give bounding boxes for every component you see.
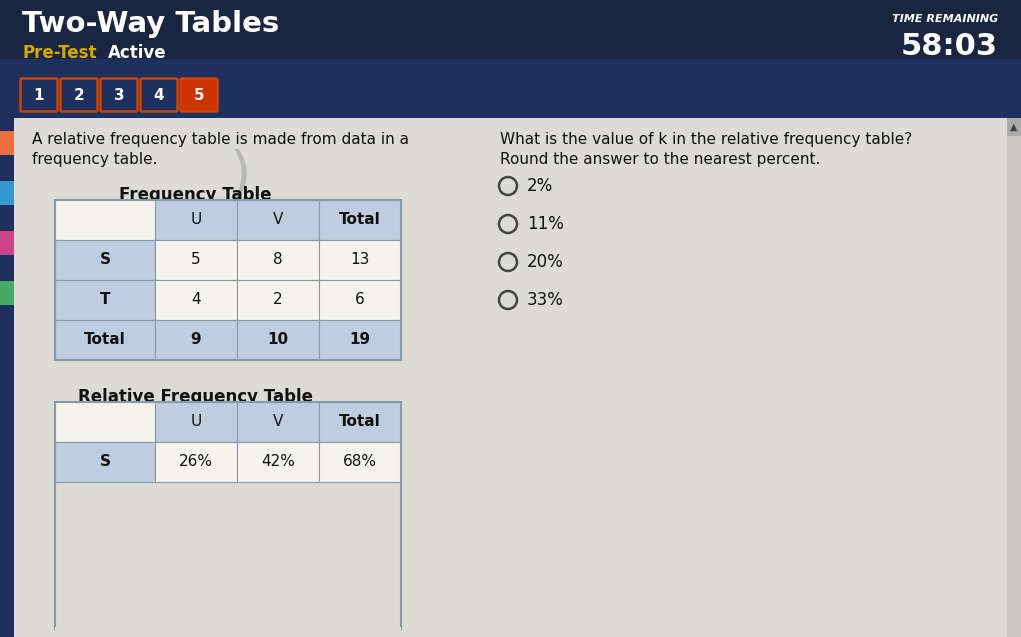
Text: V: V xyxy=(273,213,283,227)
Text: 20%: 20% xyxy=(527,253,564,271)
Bar xyxy=(237,442,319,482)
Text: Total: Total xyxy=(339,213,381,227)
Bar xyxy=(55,442,155,482)
Bar xyxy=(55,200,155,240)
Text: S: S xyxy=(99,455,110,469)
Text: V: V xyxy=(273,415,283,429)
Text: frequency table.: frequency table. xyxy=(32,152,157,167)
Text: 4: 4 xyxy=(154,87,164,103)
Text: 10: 10 xyxy=(268,333,289,348)
Bar xyxy=(1007,118,1021,637)
Text: T: T xyxy=(100,292,110,308)
Bar xyxy=(0,59,1021,118)
Bar xyxy=(319,240,401,280)
Bar xyxy=(237,402,319,442)
Text: 9: 9 xyxy=(191,333,201,348)
Bar xyxy=(155,240,237,280)
Bar xyxy=(155,402,237,442)
Bar xyxy=(237,200,319,240)
Bar xyxy=(237,240,319,280)
Bar xyxy=(319,402,401,442)
Text: S: S xyxy=(99,252,110,268)
Text: 11%: 11% xyxy=(527,215,564,233)
Text: 2: 2 xyxy=(74,87,85,103)
Text: TIME REMAINING: TIME REMAINING xyxy=(891,14,998,24)
Bar xyxy=(0,231,14,255)
Text: 4: 4 xyxy=(191,292,201,308)
Text: 68%: 68% xyxy=(343,455,377,469)
Text: Round the answer to the nearest percent.: Round the answer to the nearest percent. xyxy=(500,152,821,167)
Bar xyxy=(55,320,155,360)
Text: A relative frequency table is made from data in a: A relative frequency table is made from … xyxy=(32,132,409,147)
Text: 13: 13 xyxy=(350,252,370,268)
Text: 6: 6 xyxy=(355,292,364,308)
Text: 5: 5 xyxy=(191,252,201,268)
Text: ▲: ▲ xyxy=(1010,122,1018,132)
Bar xyxy=(155,280,237,320)
Text: 2%: 2% xyxy=(527,177,553,195)
Text: Total: Total xyxy=(84,333,126,348)
Bar xyxy=(55,240,155,280)
Text: 5: 5 xyxy=(194,87,204,103)
Text: 1: 1 xyxy=(34,87,44,103)
Bar xyxy=(0,0,1021,118)
Text: Pre-Test: Pre-Test xyxy=(22,44,97,62)
Bar xyxy=(55,402,155,442)
Bar xyxy=(55,200,401,360)
Bar xyxy=(0,118,14,637)
Text: U: U xyxy=(190,415,201,429)
FancyBboxPatch shape xyxy=(100,78,138,111)
Text: 19: 19 xyxy=(349,333,371,348)
Text: 58:03: 58:03 xyxy=(901,32,998,61)
Text: 2: 2 xyxy=(274,292,283,308)
Bar xyxy=(155,320,237,360)
Text: Relative Frequency Table: Relative Frequency Table xyxy=(78,388,312,406)
FancyBboxPatch shape xyxy=(141,78,178,111)
Bar xyxy=(319,442,401,482)
Bar xyxy=(319,200,401,240)
Bar xyxy=(55,280,155,320)
Text: U: U xyxy=(190,213,201,227)
Bar xyxy=(237,320,319,360)
FancyBboxPatch shape xyxy=(20,78,57,111)
Text: Total: Total xyxy=(339,415,381,429)
Text: ): ) xyxy=(230,148,251,202)
Bar xyxy=(0,131,14,155)
Bar xyxy=(319,320,401,360)
Bar xyxy=(155,200,237,240)
Bar xyxy=(14,118,1007,637)
Text: 3: 3 xyxy=(113,87,125,103)
Bar xyxy=(155,442,237,482)
Text: 26%: 26% xyxy=(179,455,213,469)
Bar xyxy=(55,627,401,637)
Bar xyxy=(0,181,14,205)
Bar xyxy=(237,280,319,320)
Text: Two-Way Tables: Two-Way Tables xyxy=(22,10,280,38)
Text: What is the value of k in the relative frequency table?: What is the value of k in the relative f… xyxy=(500,132,912,147)
Bar xyxy=(55,402,401,629)
Bar xyxy=(1007,118,1021,136)
Text: 42%: 42% xyxy=(261,455,295,469)
Text: 8: 8 xyxy=(274,252,283,268)
Text: Frequency Table: Frequency Table xyxy=(118,186,272,204)
Text: Active: Active xyxy=(108,44,166,62)
FancyBboxPatch shape xyxy=(60,78,97,111)
Bar xyxy=(0,281,14,305)
Text: 33%: 33% xyxy=(527,291,564,309)
Bar xyxy=(319,280,401,320)
FancyBboxPatch shape xyxy=(181,78,217,111)
